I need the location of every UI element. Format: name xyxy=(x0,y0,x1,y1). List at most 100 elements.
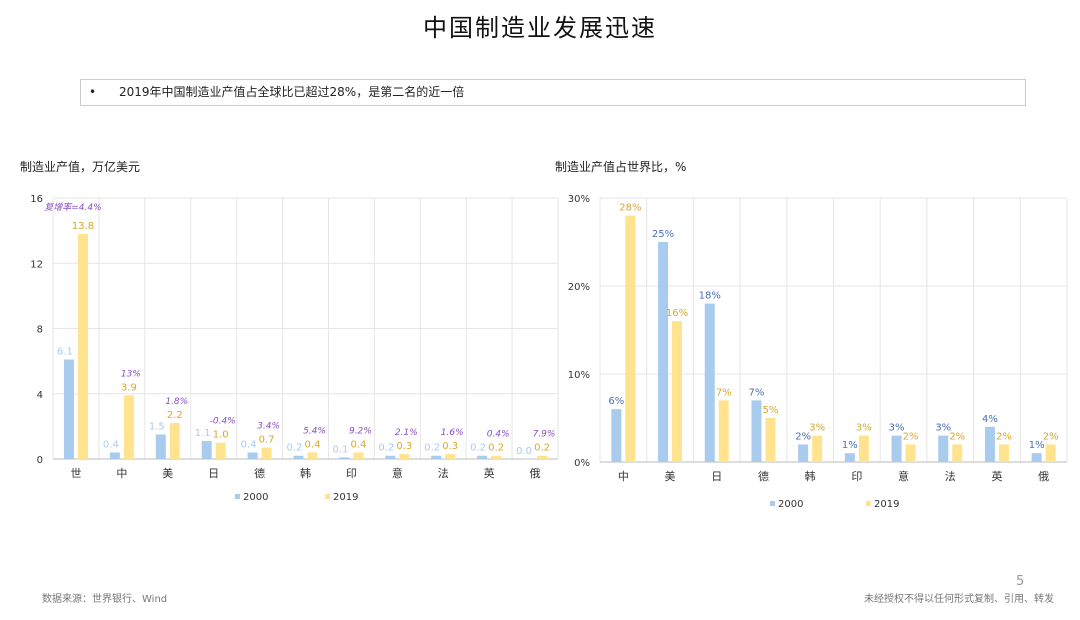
x-tick-label: 英 xyxy=(484,466,495,480)
bar-2019 xyxy=(718,400,729,462)
data-label-2000: 6% xyxy=(608,396,624,407)
bar-2000 xyxy=(938,435,949,462)
data-label-2019: 28% xyxy=(619,203,641,214)
bar-2000 xyxy=(247,452,258,459)
bar-2019 xyxy=(353,452,364,459)
bar-2019 xyxy=(215,442,226,459)
y-tick-label: 4 xyxy=(37,390,43,401)
x-tick-label: 印 xyxy=(346,467,357,480)
disclaimer: 未经授权不得以任何形式复制、引用、转发 xyxy=(864,594,1054,605)
bar-2019 xyxy=(672,321,683,462)
data-label-2019: 2.2 xyxy=(167,410,183,421)
left-chart-title: 制造业产值，万亿美元 xyxy=(20,160,141,174)
data-label-2000: 2% xyxy=(795,431,811,442)
data-label-2000: 0.2 xyxy=(424,443,440,454)
data-label-2019: 2% xyxy=(996,431,1012,442)
legend-label: 2019 xyxy=(874,499,899,510)
y-tick-label: 20% xyxy=(568,282,590,293)
bar-2000 xyxy=(658,242,669,462)
growth-annotation: 1.6% xyxy=(441,428,464,438)
legend-swatch xyxy=(866,501,871,506)
bar-2000 xyxy=(611,409,622,462)
x-tick-label: 意 xyxy=(898,469,909,483)
page-title: 中国制造业发展迅速 xyxy=(423,14,657,42)
bar-2019 xyxy=(625,215,636,462)
legend-swatch xyxy=(325,494,330,499)
bar-2000 xyxy=(704,303,715,462)
growth-annotation: 9.2% xyxy=(349,426,372,436)
x-tick-label: 韩 xyxy=(805,469,816,483)
data-label-2000: 1.5 xyxy=(149,422,165,433)
data-label-2000: 25% xyxy=(652,229,674,240)
x-tick-label: 英 xyxy=(991,469,1002,483)
bar-2000 xyxy=(293,455,304,459)
legend-label: 2000 xyxy=(778,499,803,510)
bar-2000 xyxy=(984,426,995,462)
x-tick-label: 中 xyxy=(116,467,127,480)
bar-2000 xyxy=(155,434,166,459)
page-number: 5 xyxy=(1016,574,1025,589)
x-tick-label: 意 xyxy=(392,466,403,480)
y-tick-label: 30% xyxy=(568,194,590,205)
legend-swatch xyxy=(235,494,240,499)
x-tick-label: 美 xyxy=(162,467,173,480)
bar-2019 xyxy=(307,452,318,459)
bar-2000 xyxy=(798,444,809,462)
data-label-2019: 16% xyxy=(666,308,688,319)
data-label-2019: 0.3 xyxy=(442,441,458,452)
data-label-2000: 3% xyxy=(889,423,905,434)
data-label-2000: 1% xyxy=(1029,440,1045,451)
source-note: 数据来源：世界银行、Wind xyxy=(42,594,168,605)
data-label-2000: 1.1 xyxy=(195,428,211,439)
data-label-2019: 2% xyxy=(1043,431,1059,442)
growth-annotation: 2.1% xyxy=(395,428,418,438)
note-box: • 2019年中国制造业产值占全球比已超过28%，是第二名的近一倍 xyxy=(80,79,1026,106)
bar-2019 xyxy=(765,418,776,462)
bar-2000 xyxy=(1031,453,1042,462)
bar-2019 xyxy=(445,454,456,459)
data-label-2019: 13.8 xyxy=(72,221,94,232)
y-tick-label: 0 xyxy=(37,455,43,466)
bar-2000 xyxy=(201,441,212,459)
data-label-2019: 5% xyxy=(763,405,779,416)
x-tick-label: 俄 xyxy=(1038,470,1049,483)
x-tick-label: 德 xyxy=(254,466,265,480)
data-label-2019: 3% xyxy=(856,423,872,434)
growth-annotation: 13% xyxy=(121,369,141,379)
data-label-2019: 7% xyxy=(716,387,732,398)
x-tick-label: 中 xyxy=(618,470,629,483)
bar-2000 xyxy=(477,455,488,459)
growth-annotation: 1.8% xyxy=(165,397,188,407)
data-label-2000: 0.2 xyxy=(287,443,303,454)
bullet: • xyxy=(89,85,97,99)
note-text: 2019年中国制造业产值占全球比已超过28%，是第二名的近一倍 xyxy=(119,85,465,99)
data-label-2019: 0.7 xyxy=(259,435,275,446)
bar-2000 xyxy=(523,459,534,460)
y-tick-label: 8 xyxy=(37,325,43,336)
y-tick-label: 10% xyxy=(568,370,590,381)
data-label-2000: 1% xyxy=(842,440,858,451)
bar-2000 xyxy=(339,457,350,459)
x-tick-label: 德 xyxy=(758,469,769,483)
growth-annotation: 5.4% xyxy=(303,426,326,436)
bar-2019 xyxy=(399,454,410,459)
y-tick-label: 12 xyxy=(30,259,43,270)
x-tick-label: 美 xyxy=(665,470,676,483)
data-label-2019: 2% xyxy=(903,431,919,442)
data-label-2000: 0.2 xyxy=(470,443,486,454)
bar-2000 xyxy=(844,453,855,462)
bar-2019 xyxy=(261,447,272,459)
data-label-2000: 4% xyxy=(982,414,998,425)
bar-2019 xyxy=(998,444,1009,462)
bar-2019 xyxy=(491,455,502,459)
legend-label: 2019 xyxy=(333,492,358,503)
x-tick-label: 法 xyxy=(945,469,956,483)
x-tick-label: 韩 xyxy=(300,466,311,480)
data-label-2019: 0.4 xyxy=(305,439,321,450)
bar-2000 xyxy=(891,435,902,462)
y-tick-label: 16 xyxy=(30,194,43,205)
bar-2019 xyxy=(169,423,180,459)
bar-2000 xyxy=(109,452,120,459)
data-label-2000: 0.0 xyxy=(516,446,532,457)
